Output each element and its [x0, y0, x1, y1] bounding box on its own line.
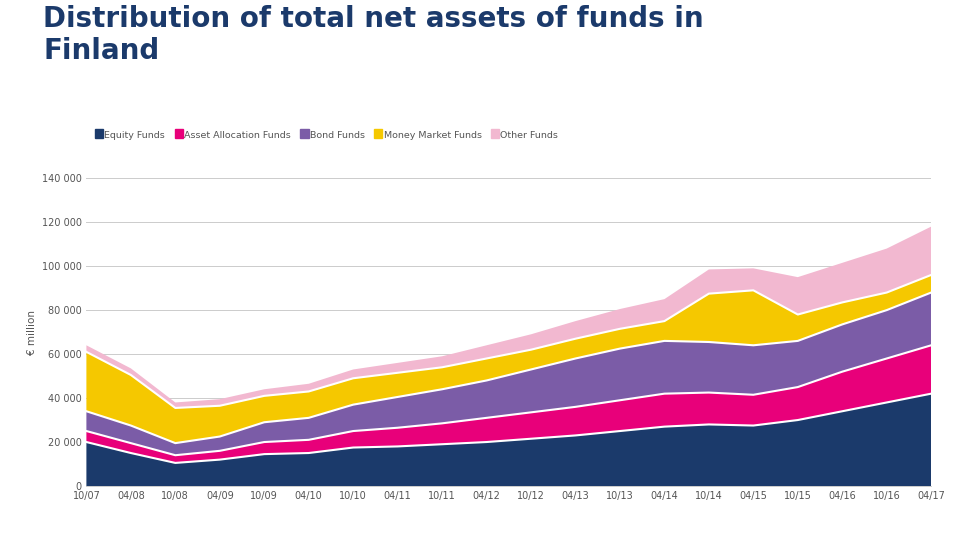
- Text: Distribution of total net assets of funds in
Finland: Distribution of total net assets of fund…: [43, 5, 704, 65]
- Legend: Equity Funds, Asset Allocation Funds, Bond Funds, Money Market Funds, Other Fund: Equity Funds, Asset Allocation Funds, Bo…: [91, 127, 562, 144]
- Y-axis label: € million: € million: [28, 309, 37, 355]
